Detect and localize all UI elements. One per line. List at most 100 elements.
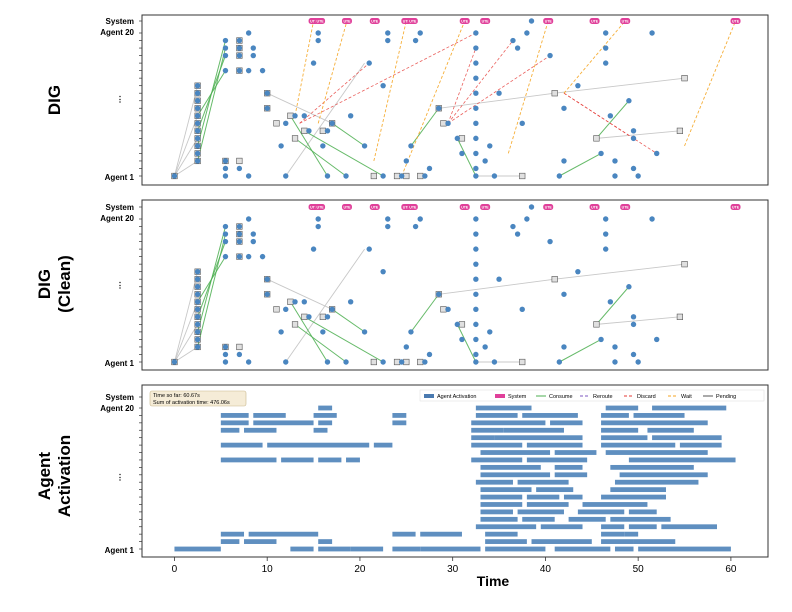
edge-discard	[447, 40, 514, 124]
edge-pending	[174, 115, 199, 177]
system-event	[315, 18, 326, 24]
activation-node	[194, 150, 201, 157]
panel-dig-nodes	[171, 18, 688, 180]
edge-consume	[304, 316, 384, 363]
activation-bar	[531, 539, 592, 544]
activation-node	[245, 67, 252, 74]
activation-node	[366, 60, 372, 66]
pending-node	[593, 321, 600, 328]
activation-node	[194, 284, 201, 290]
activation-node	[347, 299, 354, 305]
activation-node	[292, 299, 298, 305]
panel-activation-frame	[141, 384, 769, 558]
activation-bar	[605, 405, 639, 411]
activation-bar	[253, 420, 314, 426]
activation-node	[630, 351, 637, 358]
x-axis-label: Time	[477, 573, 510, 589]
activation-bar	[220, 413, 249, 418]
edge-pending	[596, 130, 680, 139]
pending-node	[551, 90, 558, 97]
activation-bar	[480, 487, 532, 493]
activation-node	[385, 216, 391, 222]
activation-bar	[480, 464, 541, 470]
activation-node	[236, 52, 243, 59]
activation-node	[306, 314, 312, 320]
activation-bar	[601, 413, 629, 418]
system-event	[543, 18, 554, 24]
activation-node	[473, 173, 479, 179]
activation-bar	[554, 546, 611, 552]
panel-dig-edges	[174, 20, 736, 177]
system-event-label: UTE	[545, 19, 553, 23]
activation-bar	[318, 405, 333, 411]
activation-bar	[318, 546, 351, 552]
pending-node	[291, 321, 299, 328]
activation-node	[320, 143, 326, 149]
system-event-label: UTE	[591, 205, 599, 209]
panel-activation-yticks	[139, 396, 142, 550]
activation-node	[496, 90, 502, 96]
pending-node	[273, 120, 280, 127]
activation-node	[194, 344, 201, 350]
panel-dig-clean-frame	[141, 199, 769, 371]
system-event	[480, 18, 491, 24]
pending-node	[676, 127, 683, 134]
edge-consume	[559, 338, 602, 363]
activation-bar	[420, 546, 481, 552]
system-event-label: UTE	[482, 19, 490, 23]
info-box-frame	[149, 390, 247, 407]
activation-node	[385, 30, 391, 36]
legend-label: Agent Activation	[437, 394, 476, 400]
system-event-label: UTE	[371, 19, 379, 23]
activation-bar	[601, 420, 708, 426]
edge-pending	[438, 278, 555, 295]
system-event-label: UTE	[317, 205, 325, 209]
activation-node	[324, 359, 331, 365]
panel-activation-ylabel-ellipsis: ⋮	[116, 473, 124, 482]
pending-node	[681, 261, 688, 268]
activation-node	[194, 135, 201, 142]
activation-node	[473, 165, 479, 172]
activation-node	[561, 105, 567, 111]
activation-node	[315, 30, 321, 36]
activation-node	[473, 336, 479, 343]
activation-bar	[601, 524, 625, 530]
activation-bar	[601, 442, 676, 448]
activation-node	[283, 173, 289, 179]
activation-bar	[350, 546, 384, 552]
activation-node	[171, 173, 178, 179]
activation-bar	[480, 509, 513, 515]
activation-node	[194, 329, 201, 335]
activation-node	[361, 143, 368, 149]
activation-node	[561, 158, 567, 164]
activation-node	[236, 231, 243, 237]
activation-node	[222, 173, 229, 179]
activation-node	[222, 45, 229, 51]
activation-node	[603, 60, 609, 66]
activation-node	[524, 30, 530, 36]
activation-node	[329, 120, 335, 127]
activation-node	[245, 173, 252, 179]
activation-node	[194, 98, 201, 104]
row-title-dig-clean-line2: (Clean)	[55, 255, 74, 313]
edge-pending	[285, 248, 365, 363]
activation-bar	[661, 524, 717, 530]
activation-node	[347, 113, 354, 119]
activation-node	[528, 204, 535, 210]
activation-node	[283, 306, 289, 313]
activation-node	[630, 165, 637, 172]
activation-node	[473, 321, 479, 328]
activation-node	[403, 158, 410, 164]
system-event	[315, 204, 326, 210]
activation-node	[250, 52, 256, 59]
edge-wait	[317, 20, 348, 124]
activation-bar	[373, 442, 393, 448]
activation-node	[194, 276, 201, 282]
edge-discard	[299, 62, 370, 124]
activation-node	[496, 276, 502, 282]
activation-node	[194, 321, 201, 328]
edge-consume	[559, 152, 602, 177]
edge-pending	[174, 160, 198, 177]
pending-node	[676, 313, 683, 320]
pending-node	[370, 358, 377, 366]
